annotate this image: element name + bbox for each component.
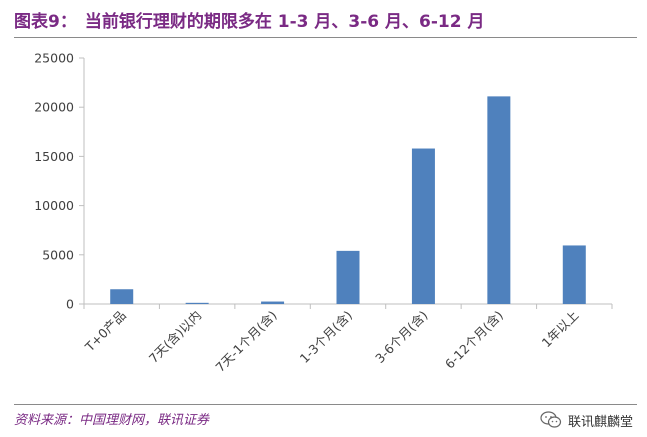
y-tick-label: 0	[66, 297, 74, 312]
x-tick-label: 7天-1个月(含)	[212, 308, 279, 375]
bar	[261, 301, 285, 304]
footer-divider	[14, 404, 637, 405]
figure-title: 图表9： 当前银行理财的期限多在 1-3 月、3-6 月、6-12 月	[14, 8, 637, 36]
bar	[487, 96, 511, 304]
y-tick-label: 15000	[34, 149, 74, 164]
figure-label: 图表9：	[14, 12, 77, 32]
x-tick-label: 1-3个月(含)	[297, 308, 355, 366]
y-tick-label: 20000	[34, 100, 74, 115]
brand-name: 联讯麒麟堂	[567, 414, 633, 430]
x-tick-label: 6-12个月(含)	[442, 308, 506, 372]
bar	[110, 289, 134, 304]
x-tick-label: 7天(含)以内	[146, 308, 204, 366]
bar	[411, 148, 435, 304]
title-text: 当前银行理财的期限多在 1-3 月、3-6 月、6-12 月	[84, 12, 485, 32]
source-note: 资料来源：中国理财网，联讯证券	[14, 413, 210, 428]
bar	[185, 302, 209, 304]
x-tick-label: 3-6个月(含)	[372, 308, 430, 366]
title-divider	[14, 37, 637, 38]
x-tick-label: 1年以上	[539, 308, 582, 351]
wechat-icon	[540, 411, 562, 428]
y-tick-label: 10000	[34, 198, 74, 213]
bar	[336, 250, 360, 304]
y-tick-label: 25000	[34, 51, 74, 66]
x-tick-label: T+0产品	[81, 308, 128, 355]
bar	[562, 245, 586, 304]
y-tick-label: 5000	[42, 247, 74, 262]
brand-mark: 联讯麒麟堂	[540, 409, 633, 431]
